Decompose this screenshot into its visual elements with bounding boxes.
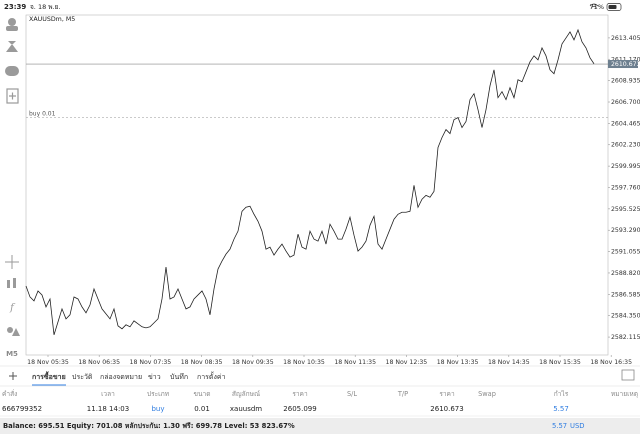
column-header: หมายเหตุ	[611, 390, 638, 398]
battery-level	[608, 5, 617, 9]
status-time: 23:39	[4, 3, 26, 11]
summary-text: Balance: 695.51 Equity: 701.08 หลักประกั…	[3, 422, 295, 430]
column-header: T/P	[397, 390, 408, 398]
column-header: ราคา	[292, 390, 308, 398]
tab[interactable]: การตั้งค่า	[197, 370, 226, 381]
y-tick-label: 2586.585	[611, 291, 640, 298]
column-header: เวลา	[101, 390, 115, 398]
chart-frame	[25, 14, 609, 356]
x-tick-label: 18 Nov 13:35	[437, 359, 479, 366]
table-cell: 666799352	[2, 405, 42, 413]
tab[interactable]: กล่องจดหมาย	[100, 373, 142, 381]
chart-layer: 2613.405 2611.170 2608.935 2606.700 2604.465…	[25, 28, 640, 366]
status-date: จ. 18 พ.ย.	[30, 3, 61, 11]
y-tick-label: 2613.405	[611, 35, 640, 42]
table-cell: 11.18 14:03	[87, 405, 129, 413]
summary-profit: 5.57	[552, 422, 567, 430]
price-line	[25, 28, 595, 335]
trade-icon[interactable]	[6, 41, 18, 52]
chart-title: XAUUSDm, M5	[29, 16, 75, 23]
bid-label-box	[608, 60, 638, 69]
y-tick-label: 2591.055	[611, 249, 640, 256]
buy-level-label: buy 0.01	[29, 110, 56, 117]
x-tick-label: 18 Nov 08:35	[181, 359, 223, 366]
add-button[interactable]	[9, 372, 17, 380]
y-tick-label: 2606.700	[611, 99, 640, 106]
x-tick-label: 18 Nov 11:35	[334, 359, 376, 366]
x-tick-label: 18 Nov 07:35	[130, 359, 172, 366]
column-header: คำสั่ง	[2, 389, 17, 398]
objects-icon[interactable]	[7, 327, 13, 333]
x-tick-label: 18 Nov 09:35	[232, 359, 274, 366]
x-tick-label: 18 Nov 10:35	[283, 359, 325, 366]
tabs: การซื้อขาย ประวัติ กล่องจดหมาย ข่าว บันทึก กา…	[32, 370, 226, 386]
summary-currency: USD	[570, 422, 585, 430]
y-tick-label: 2611.170	[611, 56, 640, 63]
new-chart-plus	[9, 92, 16, 100]
column-header: ราคา	[439, 390, 455, 398]
column-header: Swap	[478, 390, 496, 398]
table-cell: 2605.099	[283, 405, 316, 413]
y-tick-label: 2584.350	[611, 313, 640, 320]
y-tick-label: 2602.230	[611, 142, 640, 149]
column-header: ประเภท	[147, 390, 169, 398]
indicator-icon[interactable]: f	[9, 303, 16, 314]
layout-button[interactable]	[621, 369, 635, 381]
new-chart-icon[interactable]	[6, 88, 19, 104]
tab[interactable]: ข่าว	[148, 373, 161, 381]
account-icon[interactable]	[8, 18, 16, 26]
candles-icon[interactable]	[7, 280, 10, 288]
status-battery: 71%	[590, 3, 604, 11]
y-tick-label: 2595.525	[611, 206, 640, 213]
crosshair-icon[interactable]	[5, 255, 19, 269]
column-header: ขนาด	[194, 390, 211, 398]
y-tick-label: 2599.995	[611, 163, 640, 170]
table-cell: 0.01	[194, 405, 210, 413]
x-tick-label: 18 Nov 15:35	[539, 359, 581, 366]
x-tick-label: 18 Nov 16:35	[590, 359, 632, 366]
y-tick-label: 2608.935	[611, 78, 640, 85]
column-header: สัญลักษณ์	[232, 390, 260, 398]
x-tick-label: 18 Nov 05:35	[27, 359, 69, 366]
tab[interactable]: บันทึก	[170, 372, 188, 381]
candles-icon-2	[13, 278, 16, 288]
chat-icon[interactable]	[5, 66, 19, 76]
tab[interactable]: การซื้อขาย	[32, 370, 66, 381]
battery-icon	[606, 3, 622, 11]
table-cell: 2610.673	[430, 405, 463, 413]
y-tick-label: 2582.115	[611, 334, 640, 341]
x-tick-label: 18 Nov 12:35	[386, 359, 428, 366]
tab[interactable]: ประวัติ	[72, 373, 93, 381]
column-header: S/L	[347, 390, 357, 398]
positions-table: คำสั่ง เวลา ประเภท ขนาด สัญลักษณ์ ราคา S/L T/P ร…	[0, 389, 640, 417]
y-tick-label: 2588.820	[611, 270, 640, 277]
y-tick-label: 2604.465	[611, 120, 640, 127]
column-header: กำไร	[554, 390, 569, 398]
y-tick-label: 2593.290	[611, 227, 640, 234]
table-cell: xauusdm	[230, 405, 262, 413]
account-icon-body	[6, 26, 18, 31]
timeframe-button[interactable]: M5	[6, 350, 18, 358]
x-tick-label: 18 Nov 06:35	[78, 359, 120, 366]
y-tick-label: 2597.760	[611, 184, 640, 191]
x-tick-label: 18 Nov 14:35	[488, 359, 530, 366]
summary-bar	[0, 418, 640, 434]
table-cell: 5.57	[553, 405, 569, 413]
objects-icon-2	[12, 328, 20, 336]
wifi-icon	[589, 3, 599, 8]
table-cell: buy	[151, 405, 164, 413]
left-toolbar: f	[5, 18, 20, 336]
bid-label: 2610.673	[611, 61, 640, 68]
